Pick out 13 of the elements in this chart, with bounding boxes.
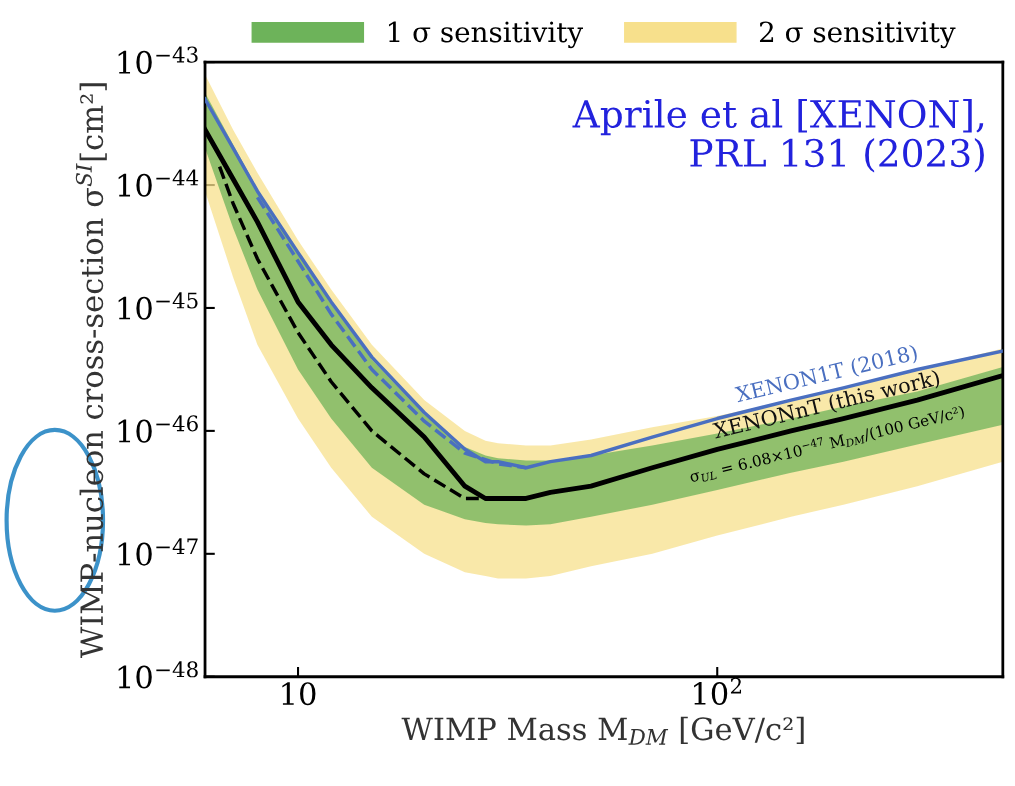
y-tick-label: 10$^{−48}$	[118, 661, 198, 689]
y-tick-label: 10$^{−44}$	[118, 169, 199, 197]
legend-label: 2 σ sensitivity	[759, 21, 956, 49]
y-tick-label: 10$^{−45}$	[118, 292, 198, 320]
x-axis-title: WIMP Mass M$_{DM}$ [GeV/c²]	[401, 716, 804, 745]
x-tick-label: 10$^{2}$	[694, 677, 742, 706]
y-axis-title: WIMP-nucleon cross-section σ$^{SI}$[cm²]	[75, 83, 107, 659]
y-tick-label: 10$^{−47}$	[118, 538, 198, 566]
y-tick-label: 10$^{−43}$	[118, 46, 198, 74]
legend-label: 1 σ sensitivity	[388, 21, 584, 49]
y-tick-label: 10$^{−46}$	[118, 415, 198, 443]
annotation: Aprile et al [XENON], PRL 131 (2023)	[572, 98, 984, 173]
x-tick-label: 10	[282, 682, 316, 706]
